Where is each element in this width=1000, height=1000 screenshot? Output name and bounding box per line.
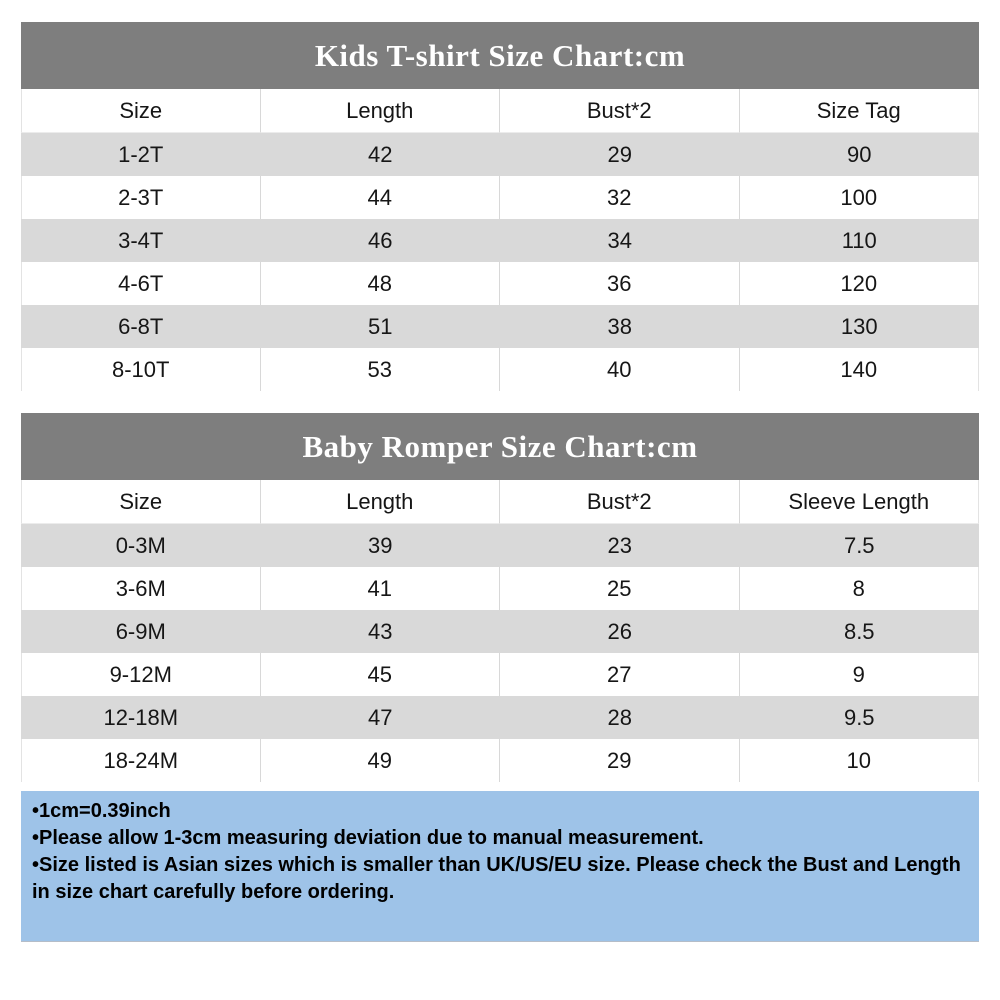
table-cell: 25 xyxy=(500,567,740,610)
table-cell: 0-3M xyxy=(115,532,166,558)
table-cell: 12-18M xyxy=(103,704,179,730)
table-row: 6-9M 43 26 8.5 xyxy=(21,610,979,653)
table-cell: 27 xyxy=(500,653,740,696)
table-cell: 40 xyxy=(500,348,740,391)
table-cell: 47 xyxy=(368,704,393,730)
table-cell: 36 xyxy=(500,262,740,305)
table-cell: 45 xyxy=(261,653,500,696)
table-cell: 46 xyxy=(368,227,393,253)
table-cell: 26 xyxy=(607,618,632,644)
table-row: 4-6T 48 36 120 xyxy=(21,262,979,305)
table-cell: 9-12M xyxy=(21,653,261,696)
table-cell: 18-24M xyxy=(21,739,261,782)
table-row: 1-2T 42 29 90 xyxy=(21,133,979,176)
column-header: Bust*2 xyxy=(500,89,740,133)
table-cell: 34 xyxy=(607,227,632,253)
table-cell: 29 xyxy=(500,739,740,782)
footer-notes: •1cm=0.39inch •Please allow 1-3cm measur… xyxy=(21,791,979,942)
column-header: Length xyxy=(260,89,500,133)
baby-romper-header-row: Size Length Bust*2 Sleeve Length xyxy=(21,480,979,524)
table-cell: 42 xyxy=(368,141,393,167)
baby-romper-title-band: Baby Romper Size Chart:cm xyxy=(21,413,979,480)
column-header: Size Tag xyxy=(739,89,979,133)
table-cell: 100 xyxy=(740,176,979,219)
table-cell: 3-6M xyxy=(21,567,261,610)
table-cell: 9 xyxy=(740,653,979,696)
table-cell: 140 xyxy=(740,348,979,391)
column-header: Size xyxy=(21,480,261,524)
baby-romper-size-table: Baby Romper Size Chart:cm Size Length Bust… xyxy=(21,413,979,782)
table-cell: 51 xyxy=(368,313,393,339)
table-cell: 28 xyxy=(607,704,632,730)
column-header: Size xyxy=(21,89,261,133)
table-cell: 49 xyxy=(261,739,500,782)
table-row: 2-3T 44 32 100 xyxy=(21,176,979,219)
table-cell: 10 xyxy=(740,739,979,782)
kids-tshirt-title-band: Kids T-shirt Size Chart:cm xyxy=(21,22,979,89)
baby-romper-body: 0-3M 39 23 7.5 3-6M 41 25 8 6-9M 43 26 8.5 9-12M 45 27… xyxy=(21,524,979,782)
column-header: Length xyxy=(260,480,500,524)
table-cell: 6-8T xyxy=(118,313,164,339)
table-row: 0-3M 39 23 7.5 xyxy=(21,524,979,567)
note-cm-inch: •1cm=0.39inch xyxy=(32,800,171,822)
kids-tshirt-size-table: Kids T-shirt Size Chart:cm Size Length Bus… xyxy=(21,22,979,391)
table-cell: 2-3T xyxy=(21,176,261,219)
table-cell: 41 xyxy=(261,567,500,610)
table-cell: 44 xyxy=(261,176,500,219)
table-cell: 48 xyxy=(261,262,500,305)
table-cell: 1-2T xyxy=(118,141,164,167)
table-cell: 8.5 xyxy=(843,618,875,644)
table-cell: 120 xyxy=(740,262,979,305)
table-cell: 90 xyxy=(847,141,872,167)
table-row: 3-4T 46 34 110 xyxy=(21,219,979,262)
column-header: Bust*2 xyxy=(500,480,740,524)
table-cell: 3-4T xyxy=(118,227,164,253)
table-cell: 6-9M xyxy=(115,618,166,644)
column-header: Sleeve Length xyxy=(739,480,979,524)
table-cell: 39 xyxy=(368,532,393,558)
table-row: 8-10T 53 40 140 xyxy=(21,348,979,391)
table-cell: 9.5 xyxy=(843,704,875,730)
table-cell: 8 xyxy=(740,567,979,610)
table-row: 18-24M 49 29 10 xyxy=(21,739,979,782)
kids-tshirt-header-row: Size Length Bust*2 Size Tag xyxy=(21,89,979,133)
table-cell: 32 xyxy=(500,176,740,219)
table-row: 3-6M 41 25 8 xyxy=(21,567,979,610)
table-cell: 130 xyxy=(840,313,878,339)
table-cell: 29 xyxy=(607,141,632,167)
kids-tshirt-title: Kids T-shirt Size Chart:cm xyxy=(314,37,686,73)
table-cell: 38 xyxy=(607,313,632,339)
kids-tshirt-body: 1-2T 42 29 90 2-3T 44 32 100 3-4T 46 34 110 4-6T 48 36… xyxy=(21,133,979,391)
baby-romper-title: Baby Romper Size Chart:cm xyxy=(302,428,698,464)
table-cell: 7.5 xyxy=(843,532,875,558)
table-cell: 23 xyxy=(607,532,632,558)
note-measuring-deviation: •Please allow 1-3cm measuring deviation … xyxy=(32,827,704,849)
table-row: 6-8T 51 38 130 xyxy=(21,305,979,348)
table-row: 9-12M 45 27 9 xyxy=(21,653,979,696)
table-cell: 110 xyxy=(841,227,877,253)
table-row: 12-18M 47 28 9.5 xyxy=(21,696,979,739)
table-cell: 43 xyxy=(368,618,393,644)
table-cell: 4-6T xyxy=(21,262,261,305)
table-cell: 8-10T xyxy=(21,348,261,391)
table-cell: 53 xyxy=(261,348,500,391)
note-asian-sizes: •Size listed is Asian sizes which is sma… xyxy=(32,854,961,903)
